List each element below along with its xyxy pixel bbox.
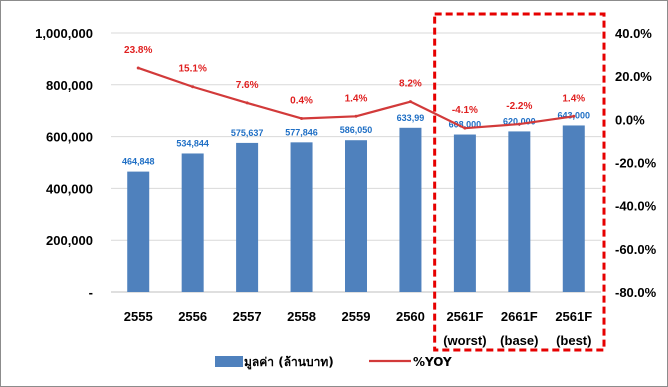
bar-data-label: 620,000 — [503, 116, 536, 126]
x-tick-label: 2557 — [233, 309, 262, 324]
y-right-tick-label: -20.0% — [615, 156, 657, 171]
yoy-data-label: -4.1% — [452, 105, 478, 116]
y-right-tick-label: -60.0% — [615, 242, 657, 257]
x-tick-label: 2661F — [501, 309, 538, 324]
bar — [399, 127, 422, 293]
x-tick-sublabel: (best) — [556, 333, 591, 348]
yoy-point — [408, 100, 412, 104]
x-tick-label: 2561F — [555, 309, 592, 324]
yoy-point — [517, 122, 521, 126]
y-right-tick-label: 40.0% — [615, 26, 652, 41]
legend-label-line: %YOY — [413, 355, 452, 369]
bar — [290, 142, 313, 292]
forecast-highlight-box — [433, 12, 606, 352]
y-left-tick-label: 800,000 — [46, 78, 93, 93]
y-left-tick-label: 1,000,000 — [35, 26, 93, 41]
yoy-point — [354, 114, 358, 118]
bar — [236, 142, 259, 292]
x-tick-sublabel: (base) — [500, 333, 538, 348]
y-right-tick-label: 0.0% — [615, 112, 645, 127]
x-tick-label: 2558 — [287, 309, 316, 324]
yoy-data-label: 15.1% — [178, 64, 206, 75]
x-tick-label: 2556 — [178, 309, 207, 324]
bar — [181, 153, 204, 292]
bar — [345, 140, 367, 292]
bar-data-label: 534,844 — [176, 138, 209, 148]
bar-data-label: 633,99 — [397, 113, 425, 123]
yoy-data-label: -2.2% — [506, 101, 532, 112]
yoy-data-label: 8.2% — [399, 79, 422, 90]
y-right-tick-label: -80.0% — [615, 285, 657, 300]
x-tick-label: 2555 — [124, 309, 153, 324]
y-right-tick-label: -40.0% — [615, 199, 657, 214]
yoy-point — [245, 101, 249, 105]
bar — [127, 171, 150, 292]
bar-data-label: 575,637 — [231, 128, 264, 138]
yoy-point — [463, 126, 467, 130]
yoy-data-label: 1.4% — [345, 93, 368, 104]
bar-data-label: 608,000 — [449, 120, 482, 130]
y-left-tick-label: - — [89, 285, 93, 300]
yoy-point — [136, 66, 140, 70]
bar — [562, 125, 585, 292]
yoy-data-label: 7.6% — [236, 80, 259, 91]
legend-label-bar: มูลค่า (ล้านบาท) — [244, 355, 334, 370]
x-tick-sublabel: (worst) — [443, 333, 486, 348]
y-right-tick-label: 20.0% — [615, 69, 652, 84]
bar-data-label: 577,846 — [285, 127, 318, 137]
legend-swatch-bar — [215, 356, 243, 367]
yoy-point — [300, 116, 304, 120]
yoy-point — [572, 114, 576, 118]
bar-data-label: 586,050 — [340, 125, 373, 135]
y-left-tick-label: 400,000 — [46, 181, 93, 196]
x-tick-label: 2559 — [342, 309, 371, 324]
yoy-data-label: 0.4% — [290, 95, 313, 106]
bar — [508, 131, 531, 292]
y-left-tick-label: 600,000 — [46, 130, 93, 145]
x-tick-label: 2561F — [446, 309, 483, 324]
bar — [453, 134, 476, 292]
bar-data-label: 464,848 — [122, 157, 155, 167]
yoy-point — [191, 85, 195, 89]
y-left-tick-label: 200,000 — [46, 233, 93, 248]
yoy-data-label: 1.4% — [562, 93, 585, 104]
yoy-data-label: 23.8% — [124, 45, 152, 56]
x-tick-label: 2560 — [396, 309, 425, 324]
